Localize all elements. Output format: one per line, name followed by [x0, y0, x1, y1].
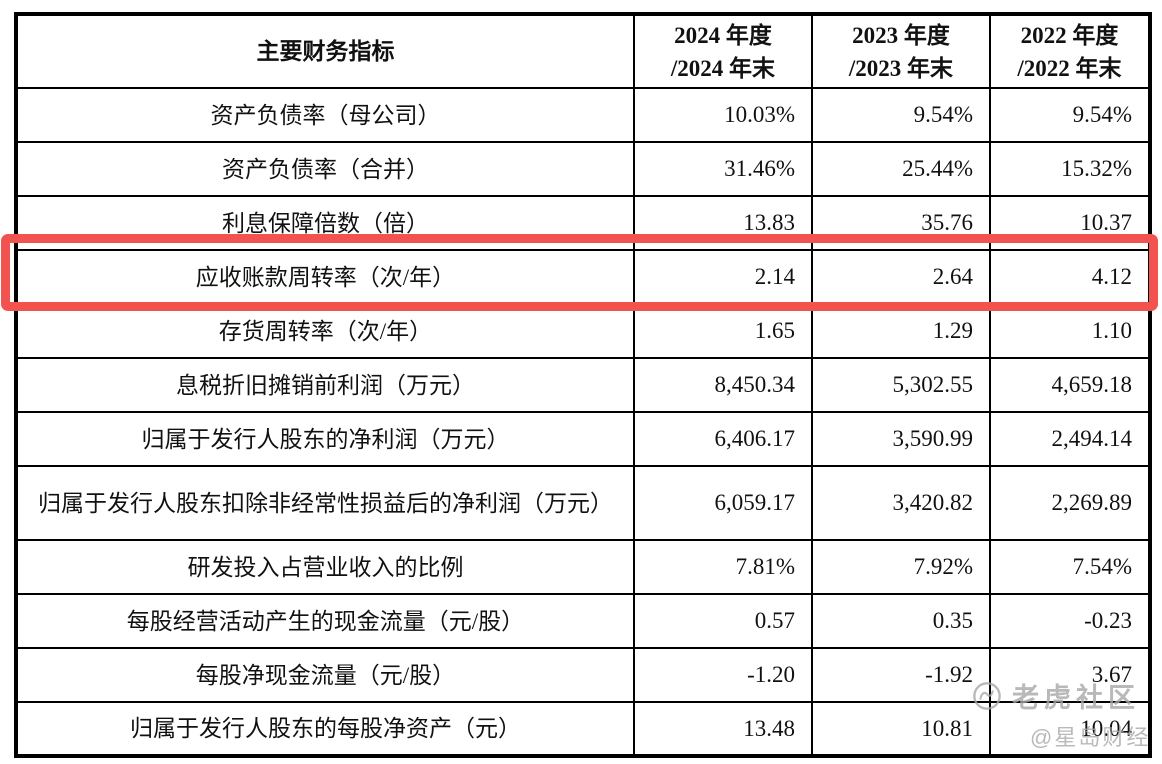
header-year-2023-line2: /2023 年末 — [848, 55, 954, 81]
row-value: 2.14 — [633, 249, 813, 305]
row-value: 10.37 — [989, 195, 1151, 251]
header-year-2024: 2024 年度 /2024 年末 — [633, 13, 813, 89]
header-year-2022-line2: /2022 年末 — [1017, 55, 1122, 81]
header-year-2023: 2023 年度 /2023 年末 — [811, 13, 991, 89]
table-row: 存货周转率（次/年） 1.65 1.29 1.10 — [15, 303, 1151, 359]
row-value: 13.83 — [633, 195, 813, 251]
table-row: 研发投入占营业收入的比例 7.81% 7.92% 7.54% — [15, 539, 1151, 595]
header-year-2022-line1: 2022 年度 — [1020, 22, 1119, 48]
table-row: 归属于发行人股东的每股净资产（元） 13.48 10.81 10.04 — [15, 701, 1151, 757]
header-row: 主要财务指标 2024 年度 /2024 年末 2023 年度 /2023 年末… — [15, 13, 1151, 89]
row-value: 4.12 — [989, 249, 1151, 305]
row-value: 31.46% — [633, 141, 813, 197]
row-value: 3,420.82 — [811, 465, 991, 541]
header-year-2023-line1: 2023 年度 — [852, 22, 950, 48]
row-value: -0.23 — [989, 593, 1151, 649]
key-financial-indicators-table: 主要财务指标 2024 年度 /2024 年末 2023 年度 /2023 年末… — [14, 12, 1152, 758]
row-value: 25.44% — [811, 141, 991, 197]
row-value: 2,494.14 — [989, 411, 1151, 467]
row-label: 利息保障倍数（倍） — [15, 195, 635, 251]
header-indicator-label: 主要财务指标 — [256, 39, 395, 64]
row-value: 10.03% — [633, 87, 813, 143]
row-value: 15.32% — [989, 141, 1151, 197]
row-value: 7.81% — [633, 539, 813, 595]
row-value: 0.57 — [633, 593, 813, 649]
table-body: 资产负债率（母公司） 10.03% 9.54% 9.54% 资产负债率（合并） … — [15, 87, 1151, 757]
row-label: 每股净现金流量（元/股） — [15, 647, 635, 703]
row-value: 9.54% — [989, 87, 1151, 143]
header-year-2024-line2: /2024 年末 — [670, 55, 776, 81]
table-row: 资产负债率（母公司） 10.03% 9.54% 9.54% — [15, 87, 1151, 143]
row-value: -1.92 — [811, 647, 991, 703]
row-label: 研发投入占营业收入的比例 — [15, 539, 635, 595]
row-value: 2,269.89 — [989, 465, 1151, 541]
header-year-2024-line1: 2024 年度 — [674, 22, 772, 48]
row-label: 归属于发行人股东扣除非经常性损益后的净利润（万元） — [15, 465, 635, 541]
table-header: 主要财务指标 2024 年度 /2024 年末 2023 年度 /2023 年末… — [15, 13, 1151, 89]
table-row: 归属于发行人股东的净利润（万元） 6,406.17 3,590.99 2,494… — [15, 411, 1151, 467]
row-label: 资产负债率（母公司） — [15, 87, 635, 143]
row-label: 归属于发行人股东的每股净资产（元） — [15, 701, 635, 757]
row-value: 8,450.34 — [633, 357, 813, 413]
table-row: 息税折旧摊销前利润（万元） 8,450.34 5,302.55 4,659.18 — [15, 357, 1151, 413]
table-row-highlighted: 应收账款周转率（次/年） 2.14 2.64 4.12 — [15, 249, 1151, 305]
row-label: 应收账款周转率（次/年） — [15, 249, 635, 305]
row-value: 7.54% — [989, 539, 1151, 595]
row-value: 13.48 — [633, 701, 813, 757]
row-value: 3.67 — [989, 647, 1151, 703]
header-indicator: 主要财务指标 — [15, 13, 635, 89]
table-row: 资产负债率（合并） 31.46% 25.44% 15.32% — [15, 141, 1151, 197]
row-value: 35.76 — [811, 195, 991, 251]
table-row: 归属于发行人股东扣除非经常性损益后的净利润（万元） 6,059.17 3,420… — [15, 465, 1151, 541]
row-value: 6,059.17 — [633, 465, 813, 541]
row-value: 6,406.17 — [633, 411, 813, 467]
row-value: 1.29 — [811, 303, 991, 359]
row-value: 10.04 — [989, 701, 1151, 757]
row-label: 资产负债率（合并） — [15, 141, 635, 197]
row-value: 4,659.18 — [989, 357, 1151, 413]
table-row: 每股经营活动产生的现金流量（元/股） 0.57 0.35 -0.23 — [15, 593, 1151, 649]
row-value: 1.10 — [989, 303, 1151, 359]
table-row: 每股净现金流量（元/股） -1.20 -1.92 3.67 — [15, 647, 1151, 703]
row-value: 3,590.99 — [811, 411, 991, 467]
row-value: 5,302.55 — [811, 357, 991, 413]
row-label: 每股经营活动产生的现金流量（元/股） — [15, 593, 635, 649]
row-value: 9.54% — [811, 87, 991, 143]
table-row: 利息保障倍数（倍） 13.83 35.76 10.37 — [15, 195, 1151, 251]
row-value: -1.20 — [633, 647, 813, 703]
row-label: 存货周转率（次/年） — [15, 303, 635, 359]
row-value: 2.64 — [811, 249, 991, 305]
row-value: 10.81 — [811, 701, 991, 757]
header-year-2022: 2022 年度 /2022 年末 — [989, 13, 1151, 89]
row-value: 1.65 — [633, 303, 813, 359]
row-label: 息税折旧摊销前利润（万元） — [15, 357, 635, 413]
row-value: 0.35 — [811, 593, 991, 649]
row-label: 归属于发行人股东的净利润（万元） — [15, 411, 635, 467]
row-value: 7.92% — [811, 539, 991, 595]
